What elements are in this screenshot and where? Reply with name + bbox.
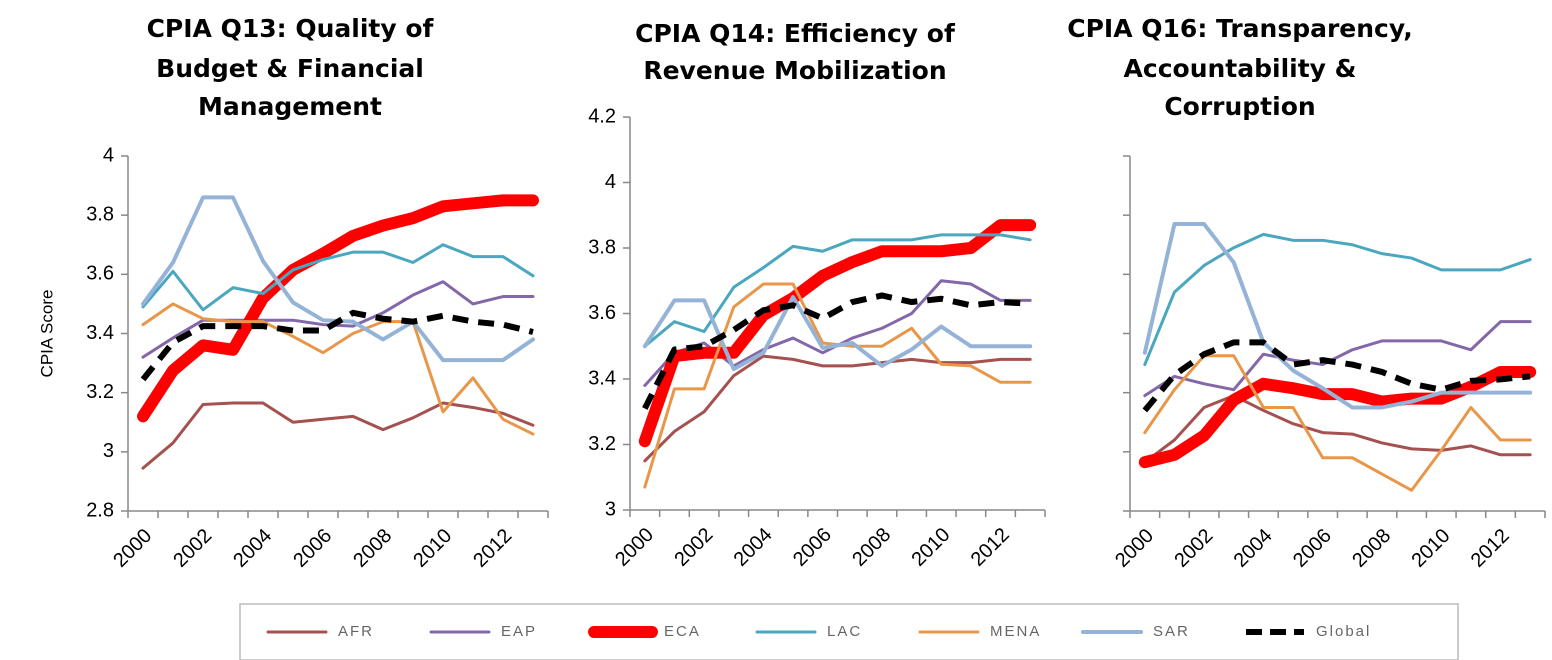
series-line (643, 354, 1032, 463)
series-line (643, 282, 1032, 489)
x-tick-label: 2008 (848, 524, 895, 571)
series-line (141, 243, 535, 312)
y-tick-label: 3 (103, 440, 114, 462)
y-tick-label: 4.2 (588, 105, 616, 127)
x-tick-label: 2012 (469, 525, 516, 572)
x-tick-label: 2006 (289, 525, 336, 572)
x-tick-label: 2002 (670, 524, 717, 571)
chart-title: Accountability & (1124, 54, 1357, 83)
x-tick-label: 2002 (169, 525, 216, 572)
x-tick-label: 2008 (1348, 525, 1395, 572)
chart-title: Corruption (1164, 92, 1315, 121)
y-tick-label: 2.8 (86, 499, 114, 521)
x-tick-label: 2000 (611, 524, 658, 571)
series-line (1142, 339, 1531, 413)
y-tick-label: 3.4 (86, 322, 114, 344)
legend-label: ECA (664, 623, 701, 640)
series-line (1143, 394, 1532, 464)
series-line (141, 195, 535, 363)
y-tick-label: 3.8 (86, 203, 114, 225)
y-tick-label: 3.8 (588, 236, 616, 258)
y-axis-label: CPIA Score (37, 290, 56, 378)
legend-label: Global (1316, 623, 1371, 640)
series-line (643, 279, 1032, 388)
x-tick-label: 2004 (1230, 525, 1277, 572)
series-line (140, 309, 534, 382)
x-tick-label: 2012 (1467, 525, 1514, 572)
series-line (1138, 365, 1537, 469)
series-line (638, 219, 1037, 448)
x-tick-label: 2000 (109, 525, 156, 572)
x-tick-label: 2010 (907, 524, 954, 571)
y-tick-label: 3.2 (588, 433, 616, 455)
x-tick-label: 2006 (1289, 525, 1336, 572)
x-tick-label: 2008 (349, 525, 396, 572)
series-line (1143, 320, 1532, 398)
chart-title: CPIA Q14: Efficiency of (635, 19, 956, 48)
y-tick-label: 3.4 (588, 367, 616, 389)
chart-title: Revenue Mobilization (643, 56, 946, 85)
x-tick-label: 2002 (1170, 525, 1217, 572)
chart-title: Budget & Financial (156, 54, 424, 83)
series-line (643, 233, 1032, 348)
x-tick-label: 2004 (730, 524, 777, 571)
series-line (642, 295, 1033, 372)
chart-title: Management (198, 92, 382, 121)
series-line (1142, 222, 1533, 410)
x-tick-label: 2006 (789, 524, 836, 571)
legend-box (239, 603, 1459, 660)
y-tick-label: 3.6 (588, 302, 616, 324)
series-line (137, 194, 539, 423)
x-tick-label: 2010 (409, 525, 456, 572)
y-tick-label: 4 (605, 171, 616, 193)
legend-label: SAR (1153, 623, 1190, 640)
legend-label: EAP (501, 623, 537, 640)
x-tick-label: 2004 (229, 525, 276, 572)
series-line (1143, 232, 1532, 367)
series-line (141, 401, 535, 470)
y-tick-label: 3.2 (86, 381, 114, 403)
legend-label: AFR (338, 623, 374, 640)
x-tick-label: 2012 (967, 524, 1014, 571)
chart-title: CPIA Q13: Quality of (147, 14, 435, 43)
series-line (141, 302, 535, 436)
x-tick-label: 2010 (1407, 525, 1454, 572)
y-tick-label: 4 (103, 144, 114, 166)
chart-title: CPIA Q16: Transparency, (1067, 14, 1412, 43)
series-line (1143, 354, 1532, 492)
series-line (642, 292, 1031, 410)
x-tick-label: 2000 (1111, 525, 1158, 572)
legend-label: MENA (990, 623, 1041, 640)
y-tick-label: 3.6 (86, 263, 114, 285)
y-tick-label: 3 (605, 498, 616, 520)
legend-label: LAC (827, 623, 862, 640)
